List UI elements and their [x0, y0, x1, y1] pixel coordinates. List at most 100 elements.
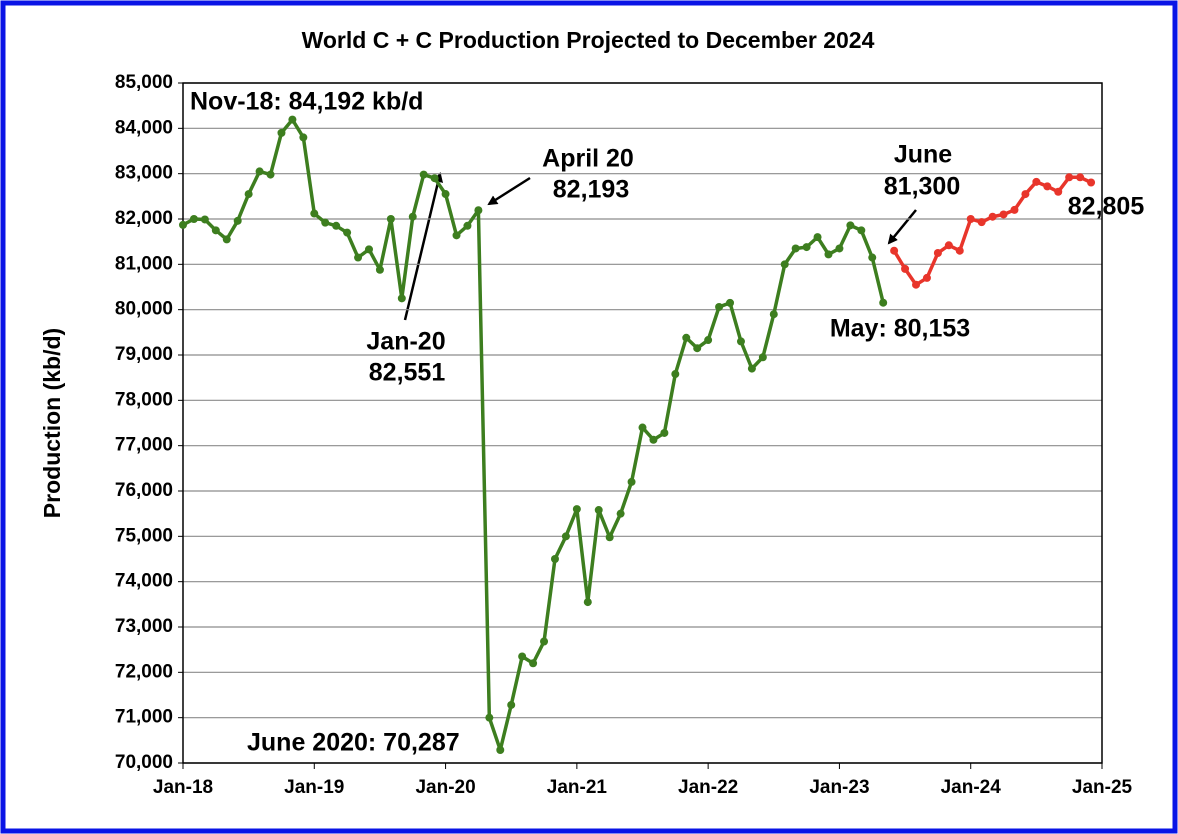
data-point	[846, 221, 855, 230]
data-point	[332, 221, 341, 230]
data-point	[529, 659, 538, 668]
annotation: 82,805	[1068, 193, 1145, 221]
data-point	[1043, 182, 1052, 191]
data-point	[419, 170, 428, 179]
arrow	[487, 176, 531, 206]
y-tick-label: 76,000	[115, 480, 173, 501]
data-point	[540, 637, 549, 646]
data-point	[1076, 173, 1085, 182]
y-tick-label: 83,000	[115, 163, 173, 184]
data-point	[955, 246, 964, 255]
data-point	[255, 167, 264, 176]
data-point	[977, 218, 986, 227]
annotation: 82,551	[369, 359, 446, 387]
x-tick-label: Jan-23	[809, 777, 869, 798]
data-point	[736, 337, 745, 346]
data-point	[343, 228, 352, 237]
data-point	[912, 280, 921, 289]
data-point	[288, 115, 297, 124]
data-point	[441, 190, 450, 199]
data-point	[879, 298, 888, 307]
data-point	[572, 505, 581, 514]
x-tick-label: Jan-24	[941, 777, 1002, 798]
y-tick-label: 71,000	[115, 707, 173, 728]
data-point	[299, 133, 308, 142]
arrow	[887, 209, 917, 245]
data-point	[561, 532, 570, 541]
data-point	[890, 246, 899, 255]
y-tick-label: 74,000	[115, 571, 173, 592]
x-tick-label: Jan-22	[678, 777, 738, 798]
data-point	[277, 128, 286, 137]
annotation: Nov-18: 84,192 kb/d	[190, 88, 423, 116]
data-point	[726, 298, 735, 307]
data-point	[649, 435, 658, 444]
data-point	[813, 233, 822, 242]
annotation: June 2020: 70,287	[247, 729, 460, 757]
data-point	[769, 310, 778, 319]
arrow	[403, 172, 443, 321]
data-point	[780, 260, 789, 269]
data-point	[791, 244, 800, 253]
y-tick-label: 81,000	[115, 253, 173, 274]
y-tick-label: 73,000	[115, 616, 173, 637]
annotation: 81,300	[884, 173, 960, 201]
annotation: June	[894, 141, 952, 169]
data-point	[1087, 178, 1096, 187]
data-point	[430, 174, 439, 183]
data-point	[747, 364, 756, 373]
data-point	[1054, 187, 1063, 196]
data-point	[802, 243, 811, 252]
data-point	[211, 226, 220, 235]
data-point	[550, 555, 559, 563]
y-tick-label: 72,000	[115, 661, 173, 682]
y-tick-label: 77,000	[115, 435, 173, 456]
data-point	[660, 428, 669, 437]
data-point	[452, 231, 461, 240]
data-point	[835, 244, 844, 253]
data-point	[266, 170, 275, 179]
data-point	[922, 273, 931, 282]
data-point	[1010, 205, 1019, 214]
data-point	[627, 477, 636, 486]
data-point	[189, 215, 198, 223]
y-tick-label: 84,000	[115, 117, 173, 138]
data-point	[966, 215, 975, 223]
data-point	[704, 336, 713, 345]
y-tick-label: 75,000	[115, 525, 173, 546]
annotation: April 20	[542, 145, 634, 173]
y-tick-label: 85,000	[115, 72, 173, 93]
data-point	[474, 206, 483, 215]
data-point	[682, 333, 691, 342]
x-tick-label: Jan-25	[1072, 777, 1133, 798]
data-point	[824, 250, 833, 259]
data-point	[616, 509, 625, 518]
data-point	[933, 249, 942, 257]
y-tick-label: 79,000	[115, 344, 173, 365]
data-point	[583, 598, 592, 607]
data-point	[999, 210, 1008, 219]
data-point	[518, 652, 527, 661]
x-tick-label: Jan-19	[284, 777, 344, 798]
data-point	[1065, 173, 1074, 182]
data-point	[857, 226, 866, 235]
plot-border	[182, 82, 1103, 764]
data-point	[1032, 177, 1041, 186]
data-point	[496, 745, 505, 754]
data-point	[386, 215, 395, 223]
data-point	[375, 265, 384, 274]
y-tick-label: 70,000	[115, 752, 173, 773]
data-point	[638, 423, 647, 432]
annotation: Jan-20	[366, 328, 445, 356]
data-point	[408, 212, 417, 221]
data-point	[485, 713, 494, 722]
data-point	[944, 241, 953, 250]
data-point	[988, 212, 997, 221]
data-point	[200, 215, 209, 224]
data-point	[397, 294, 406, 303]
data-point	[605, 533, 614, 542]
y-tick-label: 80,000	[115, 299, 173, 320]
data-point	[594, 506, 603, 515]
